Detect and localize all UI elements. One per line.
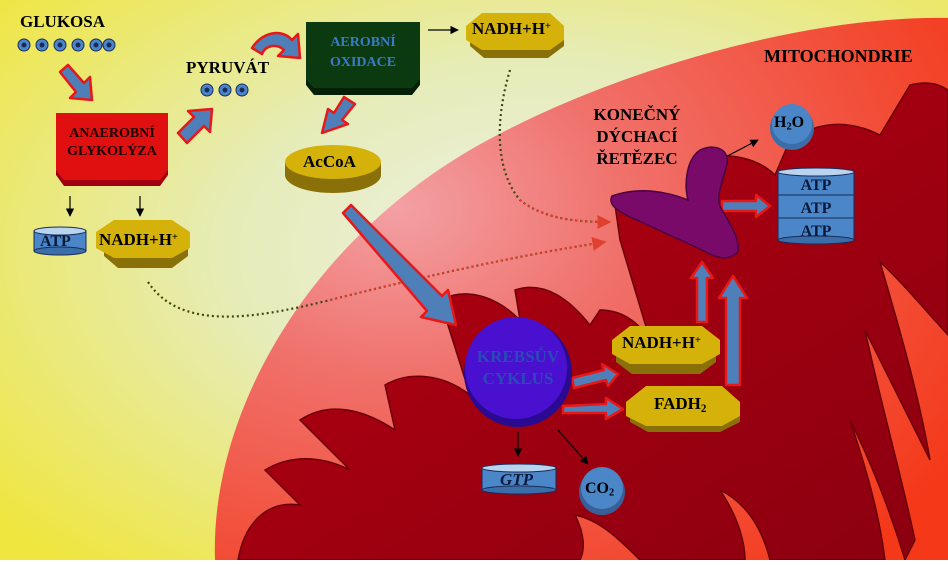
arrow-krebs-to-nadh — [570, 362, 620, 390]
nadh-text: NADH+H — [472, 19, 545, 38]
pyruvate-chain — [200, 83, 249, 97]
anaerobic-glycolysis-box — [56, 113, 168, 186]
gtp-label: GTP — [500, 470, 534, 489]
nadh-aerobic-label: NADH+H+ — [472, 19, 551, 39]
arrow-aerobic-to-accoa — [320, 95, 357, 135]
pyruvat-label: PYRUVÁT — [186, 58, 270, 77]
anaerobic-label-line2: GLYKOLÝZA — [67, 144, 157, 159]
nadh-sup: + — [694, 334, 701, 346]
krebs-line2: CYKLUS — [482, 369, 554, 388]
glukosa-label: GLUKOSA — [20, 12, 106, 31]
water-h: H — [774, 114, 787, 131]
respiratory-chain-shape — [610, 146, 739, 259]
glucose-chain — [17, 38, 116, 52]
arrow-krebs-to-fadh — [561, 396, 625, 421]
atp-glycolysis-cylinder — [33, 226, 87, 256]
fadh-sub: 2 — [700, 402, 707, 415]
water-label: H2O — [774, 114, 804, 133]
aerobic-oxidation-label: AEROBNÍ OXIDACE — [306, 33, 420, 73]
atp-stack-label-2: ATP — [800, 200, 832, 217]
co2-sub: 2 — [609, 487, 615, 499]
atp-stack-labels: ATP ATP ATP — [778, 174, 854, 243]
nadh-text: NADH+H — [622, 333, 695, 352]
co2-c: CO — [585, 480, 609, 497]
atp-stack-label-3: ATP — [800, 223, 832, 240]
atp-stack-cylinders — [777, 167, 855, 245]
nadh-aerobic-shape — [466, 13, 564, 58]
nadh-glycolysis-shape — [96, 220, 190, 268]
fadh-label: FADH2 — [654, 394, 706, 415]
accoa-label: AcCoA — [303, 152, 356, 171]
nadh-krebs-shape — [612, 326, 720, 374]
dotted-path-aerobic-nadh — [498, 69, 611, 224]
dychaci-line1: KONEČNÝ — [593, 105, 681, 124]
aerobic-label-line1: AEROBNÍ — [330, 35, 396, 50]
gtp-cylinder — [481, 463, 557, 495]
atp-glycolysis-label: ATP — [40, 233, 71, 250]
nadh-krebs-label: NADH+H+ — [622, 333, 701, 353]
mitochondrie-label: MITOCHONDRIE — [764, 46, 913, 66]
arrow-chain-to-atp — [720, 193, 772, 219]
arrow-glycolysis-to-pyruvate — [176, 107, 214, 145]
water-ball — [770, 104, 814, 150]
arrow-nadh-to-chain — [689, 260, 715, 324]
accoa-disc — [285, 145, 381, 193]
respiratory-chain-label: KONEČNÝ DÝCHACÍ ŘETĚZEC — [582, 104, 692, 170]
water-sub: 2 — [786, 121, 792, 133]
nadh-sup: + — [171, 231, 178, 243]
aerobic-oxidation-box — [306, 22, 420, 95]
nadh-glycolysis-label: NADH+H+ — [99, 230, 178, 250]
nadh-text: NADH+H — [99, 230, 172, 249]
arrow-krebs-to-co2 — [557, 429, 589, 465]
arrow-accoa-to-krebs — [341, 203, 458, 327]
fadh-krebs-shape — [626, 386, 740, 432]
water-o: O — [791, 114, 805, 131]
atp-stack-label-1: ATP — [800, 177, 832, 194]
arrow-pyruvate-to-aerobic — [250, 31, 302, 60]
nadh-sup: + — [544, 20, 551, 32]
krebs-cycle-label: KREBSŮV CYKLUS — [466, 346, 570, 390]
arrow-fadh-to-chain — [717, 274, 749, 387]
co2-label: CO2 — [585, 480, 614, 499]
dychaci-line2: DÝCHACÍ — [596, 127, 678, 146]
aerobic-label-line2: OXIDACE — [329, 55, 397, 70]
krebs-cycle-sphere — [464, 317, 572, 427]
anaerobic-label-line1: ANAEROBNÍ — [69, 126, 155, 141]
dotted-path-aerobic-nadh-red — [519, 199, 612, 229]
dotted-path-glycolysis-nadh-red — [329, 236, 607, 301]
fadh-text: FADH — [654, 394, 701, 413]
dychaci-line3: ŘETĚZEC — [596, 149, 678, 168]
arrow-glucose-to-glycolysis — [58, 63, 94, 102]
anaerobic-glycolysis-label: ANAEROBNÍ GLYKOLÝZA — [56, 125, 168, 161]
co2-ball — [579, 467, 625, 515]
krebs-line1: KREBSŮV — [476, 347, 560, 366]
